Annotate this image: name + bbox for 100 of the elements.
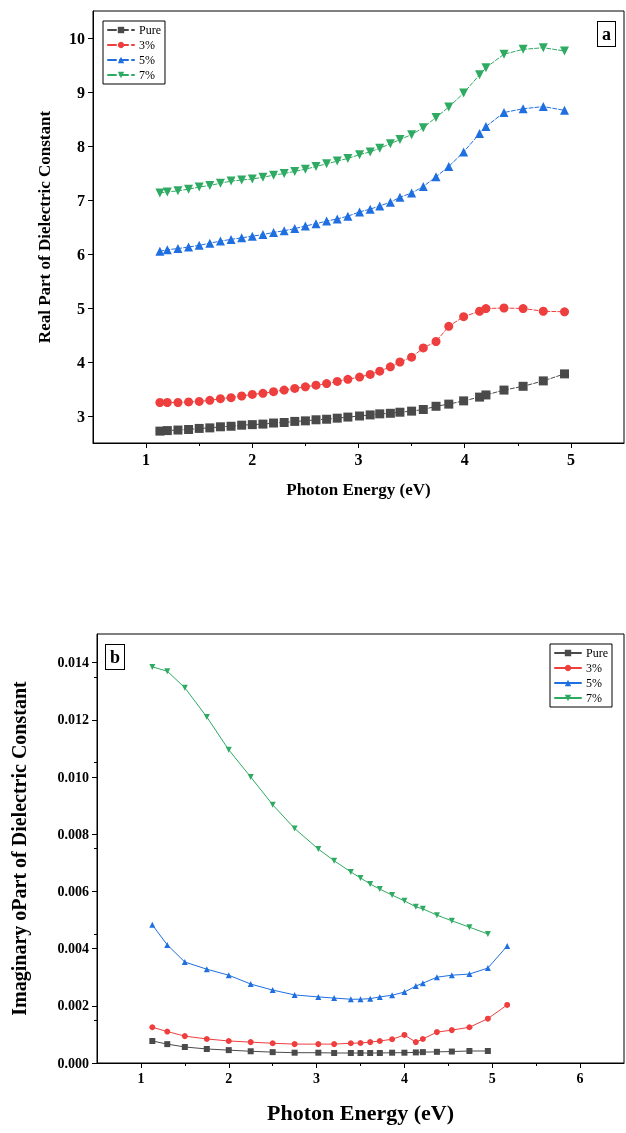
point: [258, 172, 268, 182]
point: [155, 246, 165, 256]
point: [347, 1040, 354, 1047]
point: [475, 70, 485, 80]
point: [560, 46, 570, 56]
y-tick-label: 8: [77, 137, 85, 155]
point: [407, 130, 417, 140]
point: [431, 336, 441, 346]
point: [203, 1035, 210, 1042]
point: [407, 406, 417, 416]
point: [375, 366, 385, 376]
point: [418, 123, 428, 133]
point: [481, 304, 491, 314]
point: [291, 825, 298, 832]
point: [499, 303, 509, 313]
legend-label: 5%: [586, 676, 602, 690]
point: [355, 372, 365, 382]
point: [226, 234, 236, 244]
point: [412, 983, 419, 990]
y-tick-label: 0.004: [57, 941, 89, 957]
point: [504, 1001, 511, 1008]
point: [203, 713, 210, 720]
point: [459, 312, 469, 322]
point: [389, 892, 396, 899]
point: [184, 184, 194, 194]
point: [311, 415, 321, 425]
point: [375, 409, 385, 419]
point: [205, 423, 215, 433]
point: [433, 1048, 440, 1055]
point: [247, 389, 257, 399]
point: [401, 989, 408, 996]
x-tick-label: 3: [354, 450, 363, 468]
point: [343, 374, 353, 384]
point: [419, 1049, 426, 1056]
point: [466, 924, 473, 931]
point: [162, 398, 172, 407]
x-axis-title: Photon Energy (eV): [267, 1099, 454, 1125]
y-tick-label: 10: [69, 29, 85, 47]
point: [412, 1039, 419, 1046]
point: [504, 943, 511, 950]
point: [269, 418, 279, 428]
point: [149, 921, 156, 928]
point: [258, 230, 268, 240]
point: [389, 1036, 396, 1043]
point: [385, 139, 395, 149]
point: [332, 413, 342, 423]
point: [518, 44, 528, 54]
point: [322, 216, 332, 226]
point: [226, 421, 236, 431]
point: [355, 207, 365, 217]
y-tick-label: 0.014: [57, 655, 89, 671]
y-tick-label: 4: [77, 353, 85, 371]
point: [433, 974, 440, 981]
point: [300, 164, 310, 174]
point: [389, 1049, 396, 1056]
point: [226, 393, 236, 403]
point: [173, 244, 183, 254]
point: [459, 396, 469, 406]
x-tick-label: 3: [313, 1070, 321, 1086]
point: [376, 993, 383, 1000]
point: [194, 423, 204, 433]
y-tick-label: 0.000: [57, 1055, 89, 1071]
point: [538, 306, 548, 316]
point: [357, 874, 364, 881]
point: [269, 1049, 276, 1056]
point: [484, 1015, 491, 1022]
point: [433, 1029, 440, 1036]
point: [279, 385, 289, 395]
point: [247, 174, 257, 184]
y-tick-label: 0.010: [57, 769, 89, 785]
point: [331, 1041, 338, 1048]
point: [149, 1024, 156, 1031]
point: [419, 980, 426, 987]
point: [357, 1049, 364, 1056]
point: [431, 401, 441, 411]
point: [269, 227, 279, 237]
point: [155, 426, 165, 436]
point: [433, 912, 440, 919]
point: [481, 390, 491, 400]
point: [389, 992, 396, 999]
point: [560, 105, 570, 115]
point: [269, 987, 276, 994]
point: [322, 414, 332, 424]
point: [418, 405, 428, 415]
point: [269, 170, 279, 180]
point: [538, 376, 548, 386]
point: [311, 162, 321, 172]
point: [401, 1049, 408, 1056]
y-axis-title: Real Part of Dielectric Constant: [35, 110, 54, 344]
y-tick-label: 9: [77, 83, 85, 101]
point: [225, 1037, 232, 1044]
point: [347, 1049, 354, 1056]
point: [311, 380, 321, 390]
x-tick-label: 2: [248, 450, 257, 468]
point: [215, 236, 225, 246]
y-tick-label: 7: [77, 191, 85, 209]
point: [205, 180, 215, 190]
point: [181, 1043, 188, 1050]
point: [448, 917, 455, 924]
point: [448, 972, 455, 979]
